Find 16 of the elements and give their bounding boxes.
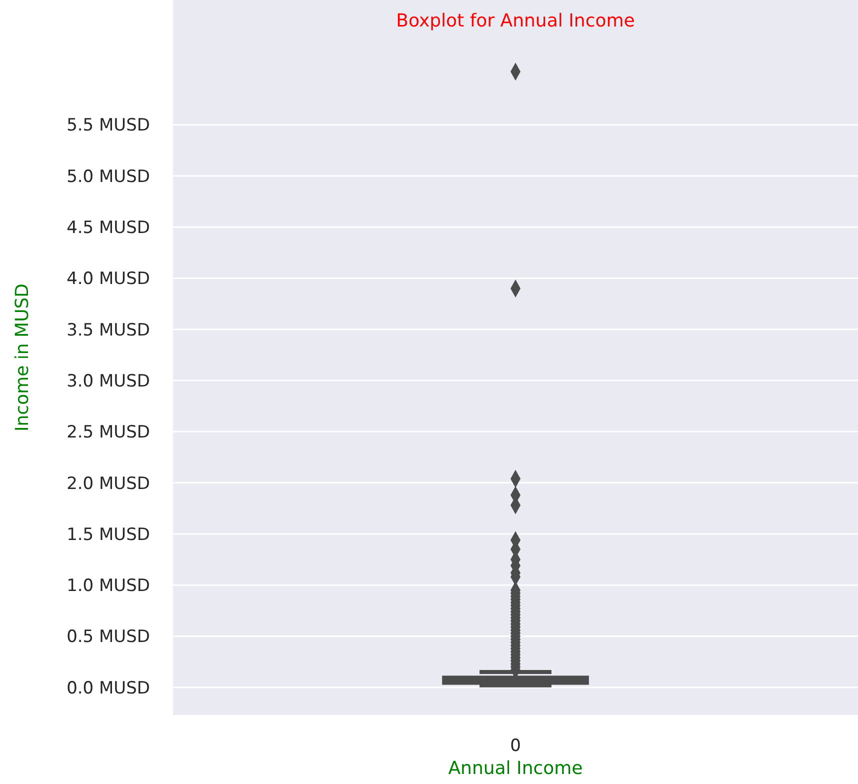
y-tick-label: 0.5 MUSD <box>66 627 150 648</box>
y-tick-label: 1.5 MUSD <box>66 524 150 545</box>
y-tick-label: 1.0 MUSD <box>66 576 150 596</box>
y-tick-label: 3.0 MUSD <box>66 371 150 392</box>
y-axis-title: Income in MUSD <box>12 283 33 432</box>
y-tick-label: 4.0 MUSD <box>66 269 150 290</box>
y-tick-label: 3.5 MUSD <box>66 320 150 340</box>
x-axis-title: Annual Income <box>448 758 583 779</box>
y-tick-label: 2.0 MUSD <box>66 474 150 494</box>
y-tick-label: 5.0 MUSD <box>66 166 150 187</box>
y-tick-label: 5.5 MUSD <box>66 116 150 136</box>
text: Boxplot for Annual Income <box>396 10 635 32</box>
x-tick-label: 0 <box>510 736 521 756</box>
y-tick-label: 4.5 MUSD <box>66 218 150 238</box>
y-tick-label: 0.0 MUSD <box>66 678 150 698</box>
y-tick-label: 2.5 MUSD <box>66 422 150 443</box>
